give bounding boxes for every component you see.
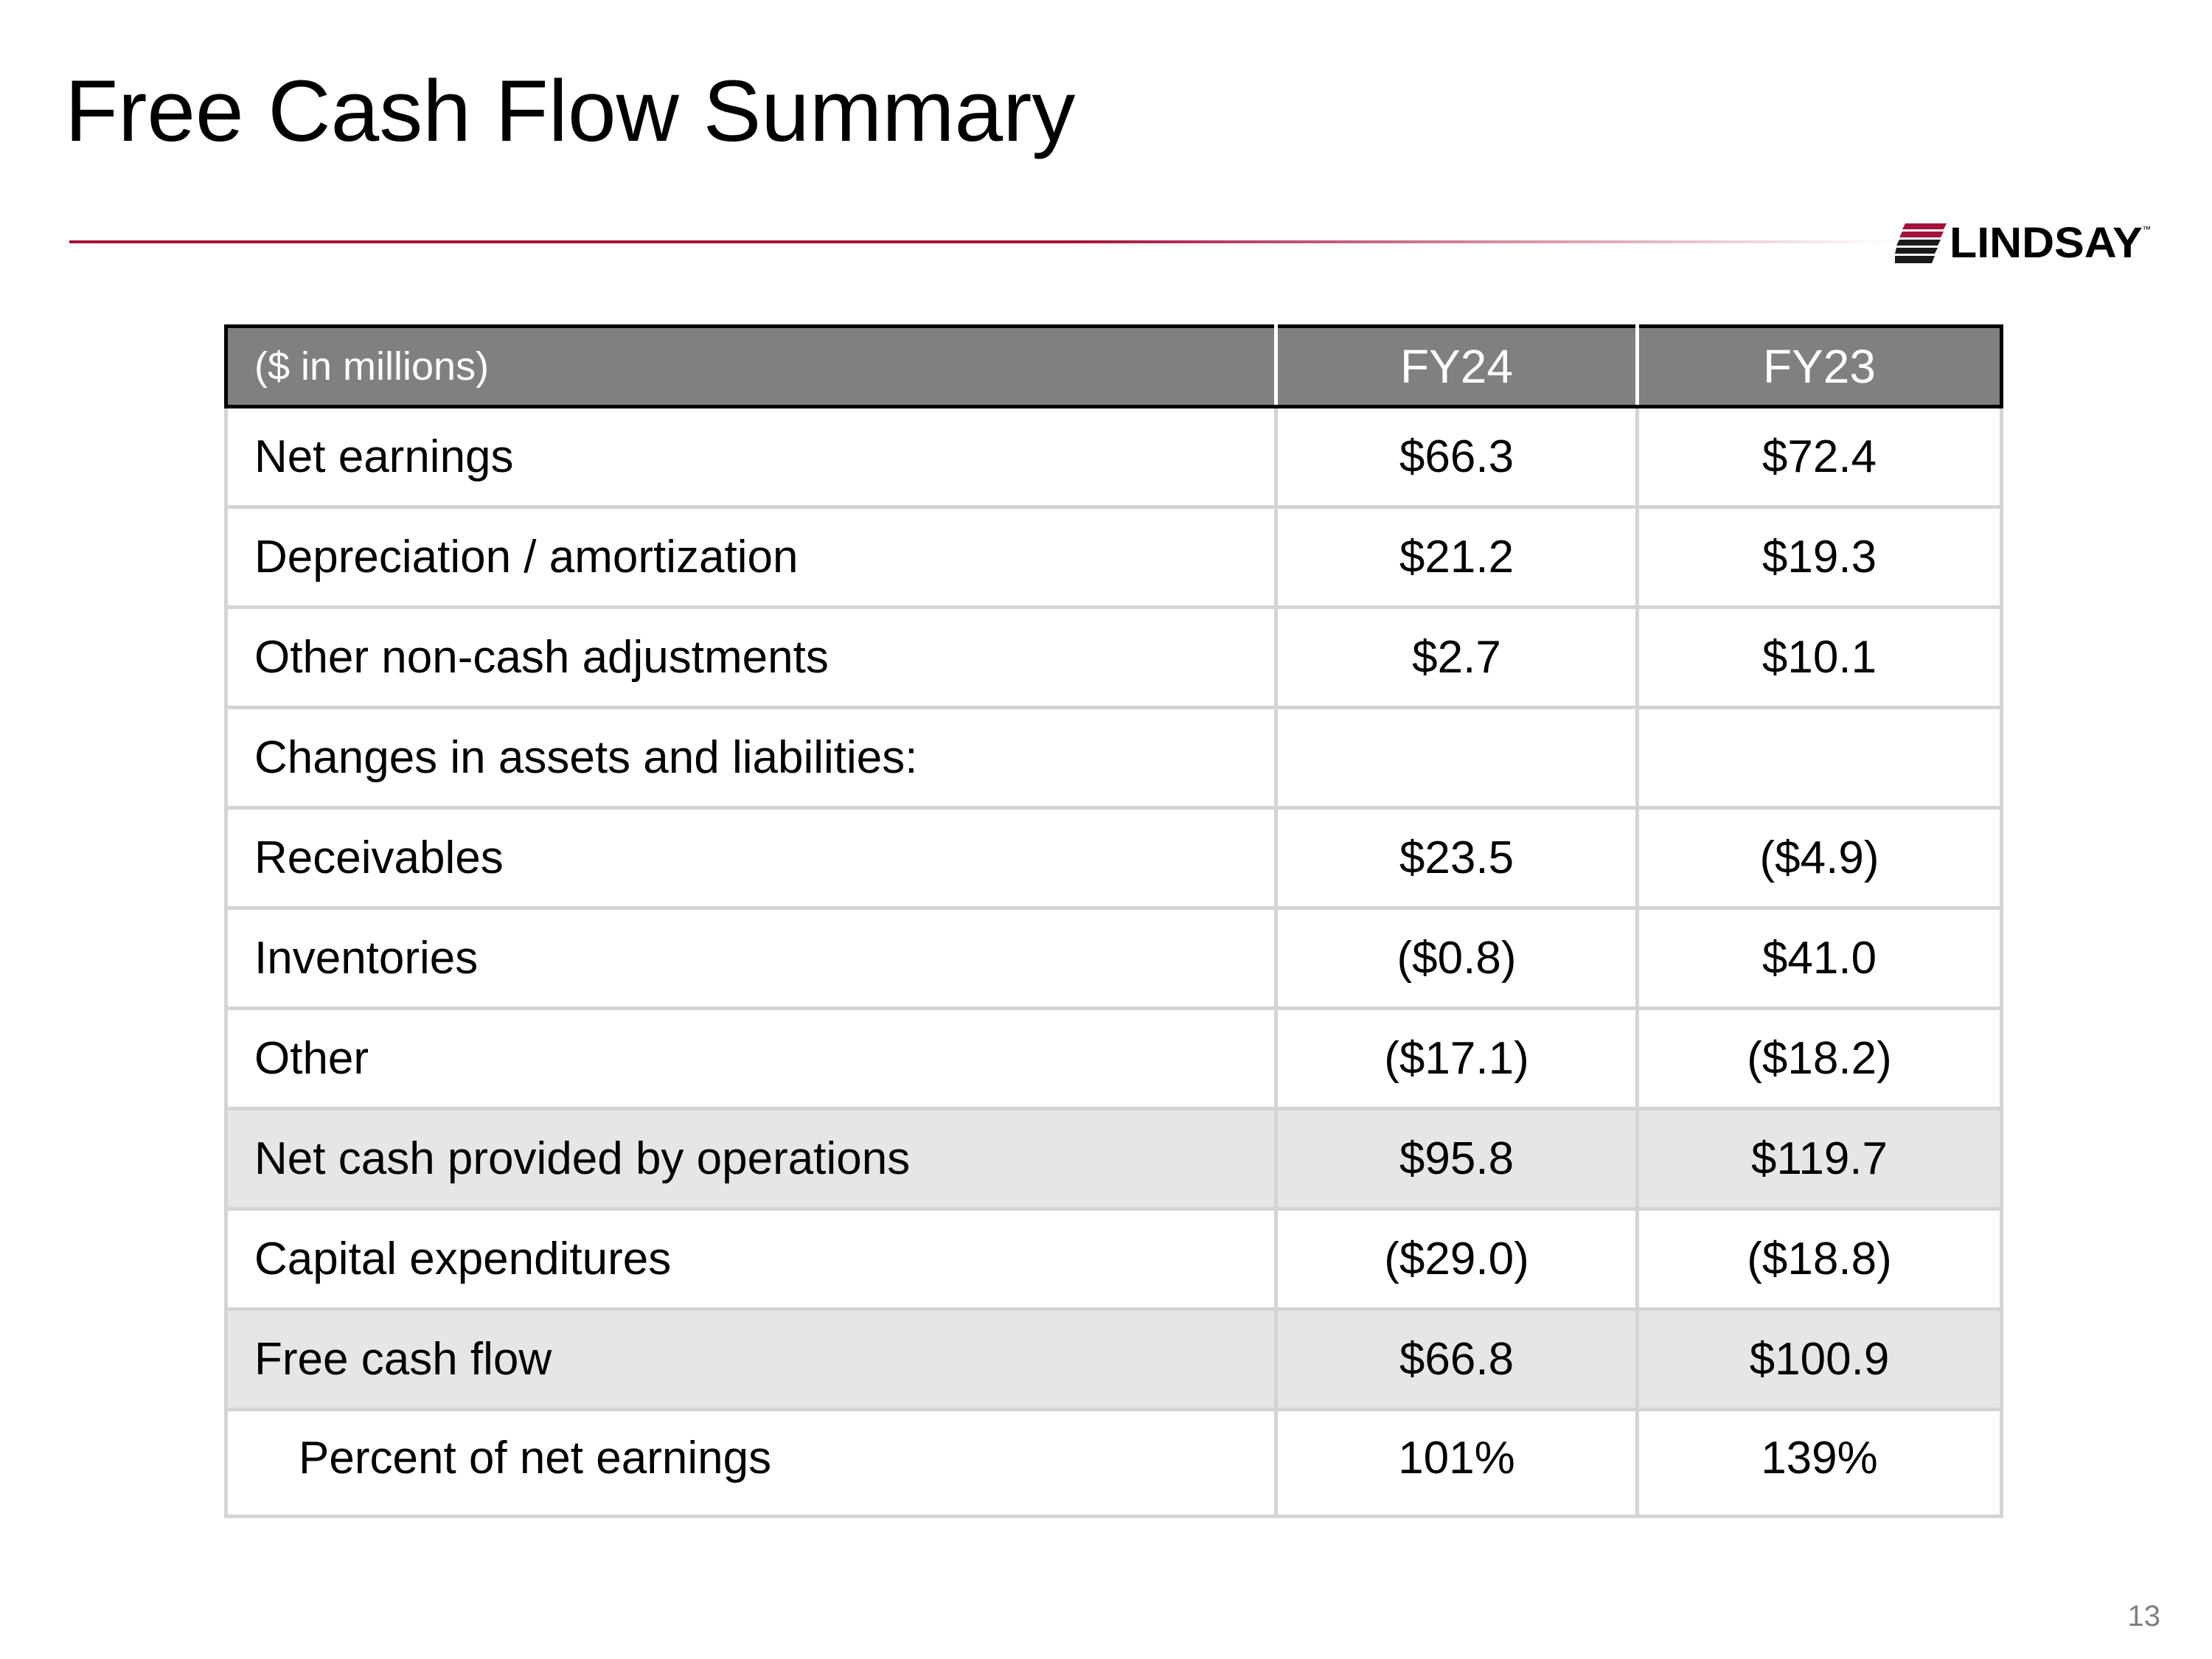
lindsay-logo: LINDSAY ™: [1895, 221, 2151, 265]
free-cash-flow-table: ($ in millions) FY24 FY23 Net earnings $…: [224, 324, 2003, 1518]
title-divider-line: [69, 240, 1898, 243]
row-label: Depreciation / amortization: [224, 505, 1278, 609]
fy23-value: $41.0: [1635, 906, 2003, 1010]
table-row: Other non-cash adjustments $2.7 $10.1: [224, 605, 2003, 709]
fy23-value: ($18.2): [1635, 1006, 2003, 1110]
table-row: Other ($17.1) ($18.2): [224, 1006, 2003, 1110]
fy24-value: $95.8: [1274, 1107, 1639, 1211]
table-row-highlighted: Free cash flow $66.8 $100.9: [224, 1307, 2003, 1411]
row-label: Free cash flow: [224, 1307, 1278, 1411]
fy23-value: $10.1: [1635, 605, 2003, 709]
row-label: Capital expenditures: [224, 1207, 1278, 1311]
table-row: Depreciation / amortization $21.2 $19.3: [224, 505, 2003, 609]
units-header: ($ in millions): [224, 324, 1278, 408]
fy24-header: FY24: [1274, 324, 1639, 408]
fy23-value: ($18.8): [1635, 1207, 2003, 1311]
fy24-value: [1274, 706, 1639, 810]
row-label: Other: [224, 1006, 1278, 1110]
table-header-row: ($ in millions) FY24 FY23: [224, 324, 2003, 408]
fy24-value: 101%: [1274, 1408, 1639, 1518]
fy24-value: ($17.1): [1274, 1006, 1639, 1110]
row-label: Percent of net earnings: [224, 1408, 1278, 1518]
row-label: Other non-cash adjustments: [224, 605, 1278, 709]
fy24-value: $23.5: [1274, 806, 1639, 910]
table-row: Percent of net earnings 101% 139%: [224, 1408, 2003, 1518]
page-number: 13: [2127, 1600, 2161, 1632]
logo-trademark: ™: [2142, 224, 2152, 234]
row-label: Net earnings: [224, 405, 1278, 509]
fy24-value: ($0.8): [1274, 906, 1639, 1010]
lindsay-stripes-icon: [1895, 223, 1947, 263]
fy23-value: ($4.9): [1635, 806, 2003, 910]
fy23-header: FY23: [1635, 324, 2003, 408]
fy23-value: $72.4: [1635, 405, 2003, 509]
row-label: Inventories: [224, 906, 1278, 1010]
row-label: Receivables: [224, 806, 1278, 910]
fy23-value: $19.3: [1635, 505, 2003, 609]
slide-title: Free Cash Flow Summary: [65, 63, 1076, 160]
fy24-value: $2.7: [1274, 605, 1639, 709]
table-row-highlighted: Net cash provided by operations $95.8 $1…: [224, 1107, 2003, 1211]
fy24-value: ($29.0): [1274, 1207, 1639, 1311]
table-row: Capital expenditures ($29.0) ($18.8): [224, 1207, 2003, 1311]
row-label: Changes in assets and liabilities:: [224, 706, 1278, 810]
fy23-value: [1635, 706, 2003, 810]
fy23-value: 139%: [1635, 1408, 2003, 1518]
table-row: Net earnings $66.3 $72.4: [224, 405, 2003, 509]
fy23-value: $100.9: [1635, 1307, 2003, 1411]
row-label: Net cash provided by operations: [224, 1107, 1278, 1211]
logo-wordmark: LINDSAY: [1950, 219, 2143, 267]
table-row: Receivables $23.5 ($4.9): [224, 806, 2003, 910]
fy24-value: $21.2: [1274, 505, 1639, 609]
table-row: Inventories ($0.8) $41.0: [224, 906, 2003, 1010]
fy23-value: $119.7: [1635, 1107, 2003, 1211]
fy24-value: $66.8: [1274, 1307, 1639, 1411]
fy24-value: $66.3: [1274, 405, 1639, 509]
table-row: Changes in assets and liabilities:: [224, 706, 2003, 810]
